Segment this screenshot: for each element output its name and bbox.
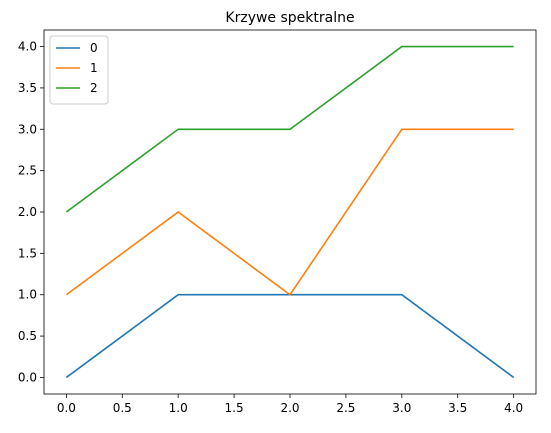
legend-label-2: 2 xyxy=(90,81,98,95)
x-tick-label: 3.5 xyxy=(448,401,467,415)
series-line-2 xyxy=(65,45,514,213)
x-tick-label: 0.5 xyxy=(113,401,132,415)
axes-frame xyxy=(43,29,537,395)
y-tick-label: 2.0 xyxy=(18,205,37,219)
plot-area: 0.0 0.5 1.0 1.5 2.0 2.5 3.0 3.5 4.0 0.0 0.5 1.0 1.5 2… xyxy=(18,40,523,415)
legend-label-1: 1 xyxy=(90,61,98,75)
x-tick-label: 2.0 xyxy=(280,401,299,415)
y-tick-label: 2.5 xyxy=(18,164,37,178)
series-line-1 xyxy=(65,128,514,296)
y-tick-label: 4.0 xyxy=(18,40,37,54)
x-tick-label: 0.0 xyxy=(57,401,76,415)
y-tick-label: 3.0 xyxy=(18,122,37,136)
x-tick-label: 4.0 xyxy=(504,401,523,415)
legend-box xyxy=(49,35,109,105)
x-tick-label: 1.5 xyxy=(225,401,244,415)
y-tick-label: 1.5 xyxy=(18,246,37,260)
x-tick-label: 1.0 xyxy=(169,401,188,415)
series-line-0 xyxy=(65,293,515,379)
legend-label-0: 0 xyxy=(90,41,98,55)
legend: 0 1 2 xyxy=(49,35,109,105)
y-tick-label: 3.5 xyxy=(18,81,37,95)
chart-title: Krzywe spektralne xyxy=(225,10,354,26)
x-tick-label: 3.0 xyxy=(392,401,411,415)
y-tick-label: 1.0 xyxy=(18,288,37,302)
x-tick-label: 2.5 xyxy=(336,401,355,415)
y-tick-label: 0.5 xyxy=(18,329,37,343)
y-tick-label: 0.0 xyxy=(18,370,37,384)
